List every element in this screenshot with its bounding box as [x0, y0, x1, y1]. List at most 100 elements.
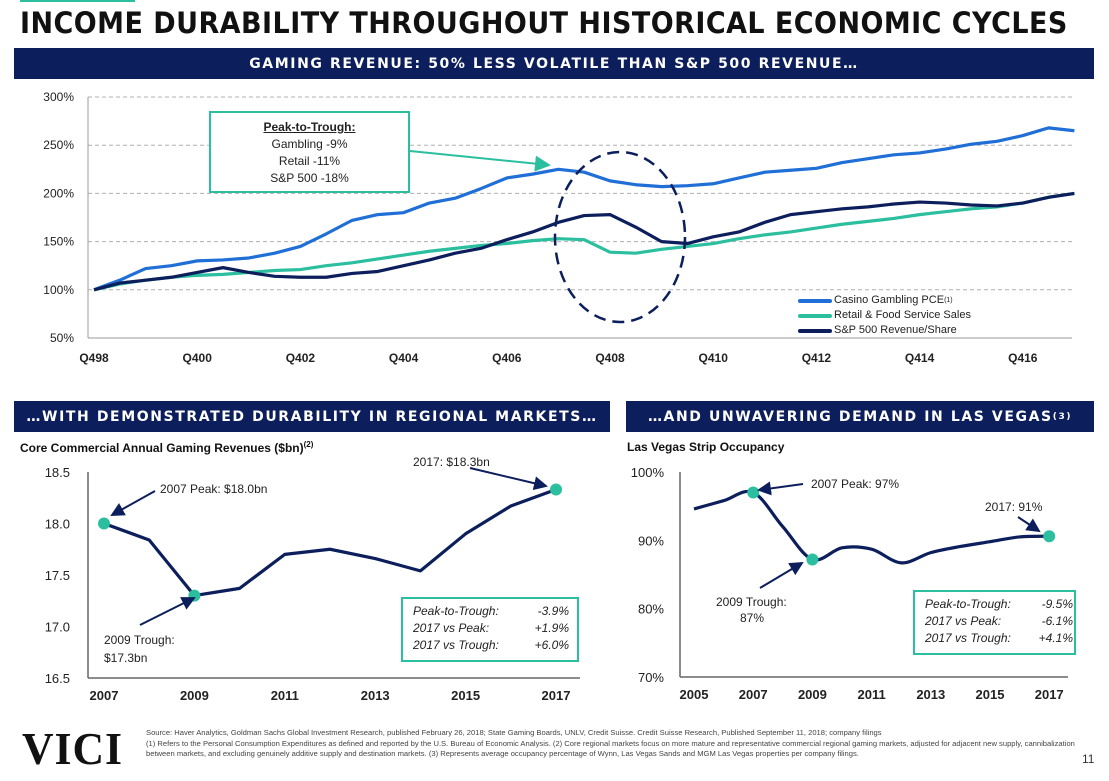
x-tick-label: Q414	[905, 351, 935, 365]
source-note: Source: Haver Analytics, Goldman Sachs G…	[146, 728, 882, 737]
end-label: 2017: 91%	[985, 500, 1043, 514]
x-tick-label: Q408	[595, 351, 625, 365]
x-tick-label: Q402	[286, 351, 316, 365]
x-tick-label: 2009	[180, 688, 209, 703]
x-tick-label: 2007	[739, 687, 768, 702]
x-tick-label: Q404	[389, 351, 419, 365]
y-tick-label: 90%	[638, 533, 664, 548]
x-tick-label: Q410	[699, 351, 729, 365]
stat-row: Peak-to-Trough: -9.5%	[925, 596, 1074, 613]
series-line-s-p-500-revenue-share	[93, 191, 1075, 292]
trough-value: $17.3bn	[104, 651, 148, 665]
legend-label: Retail & Food Service Sales	[834, 309, 971, 321]
trough-value: 87%	[740, 611, 765, 625]
y-tick-label: 200%	[43, 186, 74, 200]
legend: Casino Gambling PCE (1) Retail & Food Ser…	[798, 293, 971, 338]
highlight-point-2017	[1043, 530, 1056, 543]
peak-arrow	[110, 490, 156, 516]
x-tick-label: 2011	[271, 688, 299, 703]
chart-title-text: Core Commercial Annual Gaming Revenues (…	[20, 441, 304, 455]
x-tick-label: Q400	[183, 351, 213, 365]
y-tick-label: 17.0	[45, 620, 70, 635]
trough-arrow	[759, 561, 804, 589]
x-tick-label: 2015	[451, 688, 480, 703]
footnote-marker: (1)	[944, 297, 953, 304]
y-tick-label: 80%	[638, 602, 664, 617]
stat-label: 2017 vs Trough:	[925, 631, 1011, 645]
legend-item: Casino Gambling PCE (1)	[798, 293, 971, 308]
stat-value: -9.5%	[1041, 597, 1073, 611]
stat-row: 2017 vs Trough: +4.1%	[925, 630, 1074, 647]
x-tick-label: Q416	[1008, 351, 1038, 365]
x-tick-label: 2011	[857, 687, 885, 702]
accent-bar	[20, 0, 135, 2]
page-title: INCOME DURABILITY THROUGHOUT HISTORICAL …	[20, 6, 1068, 40]
peak-to-trough-box: Peak-to-Trough: Gambling -9% Retail -11%…	[209, 111, 410, 193]
banner-regional-markets: …WITH DEMONSTRATED DURABILITY IN REGIONA…	[14, 401, 610, 432]
y-tick-label: 70%	[638, 670, 664, 685]
x-tick-label: 2017	[1035, 687, 1064, 702]
legend-item: Retail & Food Service Sales	[798, 308, 971, 323]
annotation-arrow	[409, 150, 551, 172]
highlight-point-2017	[550, 483, 562, 496]
highlight-point-2007	[98, 517, 110, 530]
stat-label: 2017 vs Peak:	[413, 621, 490, 635]
y-tick-label: 18.0	[45, 517, 70, 532]
stat-row: 2017 vs Peak: +1.9%	[413, 620, 577, 637]
stat-row: Peak-to-Trough: -3.9%	[413, 603, 577, 620]
x-tick-label: 2007	[90, 688, 119, 703]
peak-arrow	[757, 481, 804, 496]
x-tick-label: 2013	[361, 688, 390, 703]
x-tick-label: Q498	[79, 351, 109, 365]
y-tick-label: 300%	[43, 90, 74, 104]
banner-las-vegas: …AND UNWAVERING DEMAND IN LAS VEGAS (3)	[626, 401, 1094, 432]
regional-revenue-chart: 16.5 17.0 17.5 18.0 18.5 2007 2009 2011 2013 2015…	[45, 465, 580, 703]
y-tick-label: 150%	[43, 235, 74, 249]
x-tick-label: 2017	[542, 688, 571, 703]
annotation-line: Retail -11%	[278, 154, 341, 168]
recession-highlight-circle	[553, 150, 687, 324]
vici-logo: VICI	[22, 723, 123, 774]
page-number: 11	[1082, 752, 1095, 766]
x-tick-label: Q412	[802, 351, 832, 365]
x-tick-label: 2005	[680, 687, 709, 702]
end-arrow	[1017, 516, 1041, 533]
stat-value: +4.1%	[1038, 631, 1073, 645]
y-tick-label: 250%	[43, 138, 74, 152]
peak-label: 2007 Peak: $18.0bn	[160, 482, 268, 496]
legend-swatch	[798, 298, 832, 303]
legend-swatch	[798, 328, 832, 333]
chart-title: Core Commercial Annual Gaming Revenues (…	[20, 440, 313, 455]
legend-label: S&P 500 Revenue/Share	[834, 324, 957, 336]
chart-title: Las Vegas Strip Occupancy	[627, 440, 785, 454]
stat-label: Peak-to-Trough:	[925, 597, 1011, 611]
x-tick-label: 2009	[798, 687, 827, 702]
annotation-heading: Peak-to-Trough:	[263, 120, 356, 134]
end-arrow	[469, 467, 548, 491]
footnote-marker: (3)	[1052, 411, 1073, 422]
stat-label: 2017 vs Trough:	[413, 638, 499, 652]
y-tick-label: 18.5	[45, 465, 70, 480]
y-tick-label: 100%	[631, 465, 665, 480]
end-label: 2017: $18.3bn	[413, 455, 490, 469]
legend-swatch	[798, 313, 832, 318]
x-tick-label: 2015	[976, 687, 1005, 702]
data-line	[103, 488, 557, 598]
stat-label: Peak-to-Trough:	[413, 604, 499, 618]
x-tick-label: 2013	[916, 687, 945, 702]
annotation-line: S&P 500 -18%	[270, 171, 349, 185]
highlight-point-2007	[747, 486, 760, 499]
banner-gaming-revenue: GAMING REVENUE: 50% LESS VOLATILE THAN S…	[14, 48, 1094, 79]
highlight-point-2009	[806, 553, 819, 566]
banner-text: GAMING REVENUE: 50% LESS VOLATILE THAN S…	[249, 55, 859, 72]
y-tick-label: 50%	[50, 331, 74, 345]
stat-value: +6.0%	[534, 638, 569, 652]
stat-value: -3.9%	[537, 604, 569, 618]
footnote-marker: (2)	[303, 440, 314, 449]
y-tick-label: 17.5	[45, 568, 70, 583]
vegas-occupancy-chart: 70% 80% 90% 100% 2005 2007 2009 2011 2013 2015 201…	[631, 465, 1068, 702]
stats-box: Peak-to-Trough: -9.5% 2017 vs Peak: -6.1% …	[913, 590, 1076, 655]
trough-label: 2009 Trough:	[716, 595, 787, 609]
stat-label: 2017 vs Peak:	[925, 614, 1002, 628]
